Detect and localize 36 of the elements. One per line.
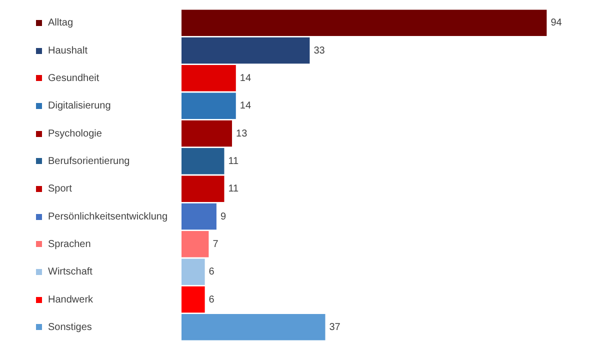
bar [182,176,224,202]
data-label: 11 [228,156,240,167]
bar [182,286,205,313]
y-tick-label: Haushalt [48,45,88,56]
data-label: 7 [212,238,219,250]
bar [182,120,232,147]
bar [182,92,236,119]
y-tick-label: Alltag [48,18,74,29]
y-tick-label: Berufsorientierung [48,156,130,167]
bar [182,10,547,36]
y-tick-label: Wirtschaft [48,266,93,278]
data-label: 13 [236,128,248,140]
data-label: 94 [550,18,562,29]
bar [182,258,205,285]
data-label: 37 [329,322,341,333]
data-label: 6 [208,294,215,306]
y-tick-label: Psychologie [48,128,102,140]
bar [182,231,209,258]
y-tick-label: Sport [48,184,72,195]
data-label: 14 [240,100,252,112]
bar [182,314,326,340]
bar [182,65,236,92]
y-tick-label: Persönlichkeitsentwicklung [48,211,168,222]
y-tick-label: Handwerk [48,294,94,306]
bar [182,37,310,64]
bar [182,148,224,174]
bar [182,203,216,230]
y-tick-label: Gesundheit [48,72,100,84]
data-label: 9 [220,211,226,222]
y-tick-label: Sonstiges [48,322,92,333]
data-label: 11 [228,184,240,195]
y-tick-label: Digitalisierung [48,100,111,112]
data-label: 33 [314,45,326,56]
data-label: 6 [208,266,215,278]
y-tick-label: Sprachen [48,238,91,250]
data-label: 14 [240,72,252,84]
